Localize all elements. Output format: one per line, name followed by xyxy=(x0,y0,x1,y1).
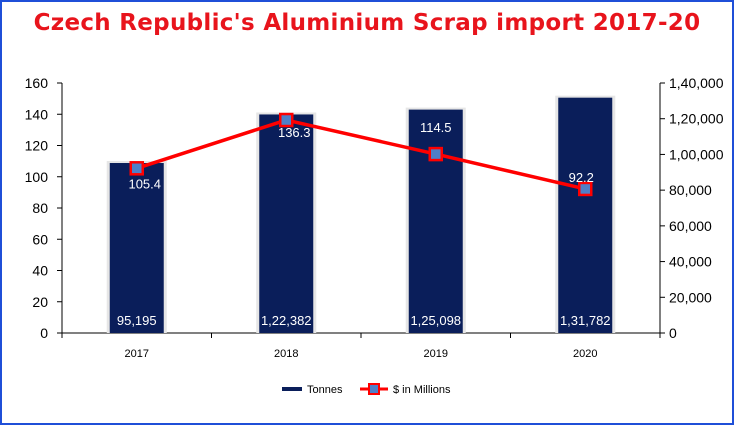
left-tick-label: 100 xyxy=(25,169,49,185)
right-tick-label: 80,000 xyxy=(669,182,712,198)
right-tick-label: 20,000 xyxy=(669,289,712,305)
left-tick-label: 60 xyxy=(32,231,48,247)
line-marker-2020 xyxy=(578,181,593,197)
left-tick-label: 140 xyxy=(25,106,49,122)
right-tick-label: 1,00,000 xyxy=(669,146,724,162)
left-tick-label: 20 xyxy=(32,294,48,310)
bar-value-label: 1,25,098 xyxy=(410,313,461,328)
chart-title: Czech Republic's Aluminium Scrap import … xyxy=(33,10,701,36)
legend-usd-label: $ in Millions xyxy=(393,384,451,396)
legend-tonnes-label: Tonnes xyxy=(307,384,343,396)
bar-value-label: 95,195 xyxy=(117,313,157,328)
bar-2019 xyxy=(408,109,463,333)
bar-2017 xyxy=(109,163,164,333)
line-value-label: 136.3 xyxy=(278,125,311,140)
line-marker-2017 xyxy=(129,161,144,176)
line-series-usd xyxy=(136,118,586,191)
left-tick-label: 120 xyxy=(25,138,49,154)
x-tick-label: 2020 xyxy=(573,348,597,360)
right-tick-label: 1,40,000 xyxy=(669,75,724,91)
x-tick-label: 2017 xyxy=(125,348,149,360)
right-tick-label: 0 xyxy=(669,325,677,341)
left-tick-label: 80 xyxy=(32,200,48,216)
x-tick-label: 2018 xyxy=(274,348,298,360)
bar-value-label: 1,31,782 xyxy=(560,313,611,328)
line-value-label: 92.2 xyxy=(569,170,594,185)
x-tick-label: 2019 xyxy=(424,348,448,360)
right-tick-label: 1,20,000 xyxy=(669,111,724,127)
line-marker-2019 xyxy=(428,146,443,162)
line-marker-2018 xyxy=(279,112,294,128)
left-tick-label: 40 xyxy=(32,263,48,279)
left-tick-label: 0 xyxy=(40,325,48,341)
right-tick-label: 60,000 xyxy=(669,218,712,234)
line-value-label: 105.4 xyxy=(128,176,161,191)
right-tick-label: 40,000 xyxy=(669,254,712,270)
bar-value-label: 1,22,382 xyxy=(261,313,312,328)
bar-2020 xyxy=(558,97,613,333)
left-tick-label: 160 xyxy=(25,75,49,91)
line-value-label: 114.5 xyxy=(420,120,452,135)
bar-2018 xyxy=(259,114,314,333)
legend-usd-marker xyxy=(368,383,380,395)
